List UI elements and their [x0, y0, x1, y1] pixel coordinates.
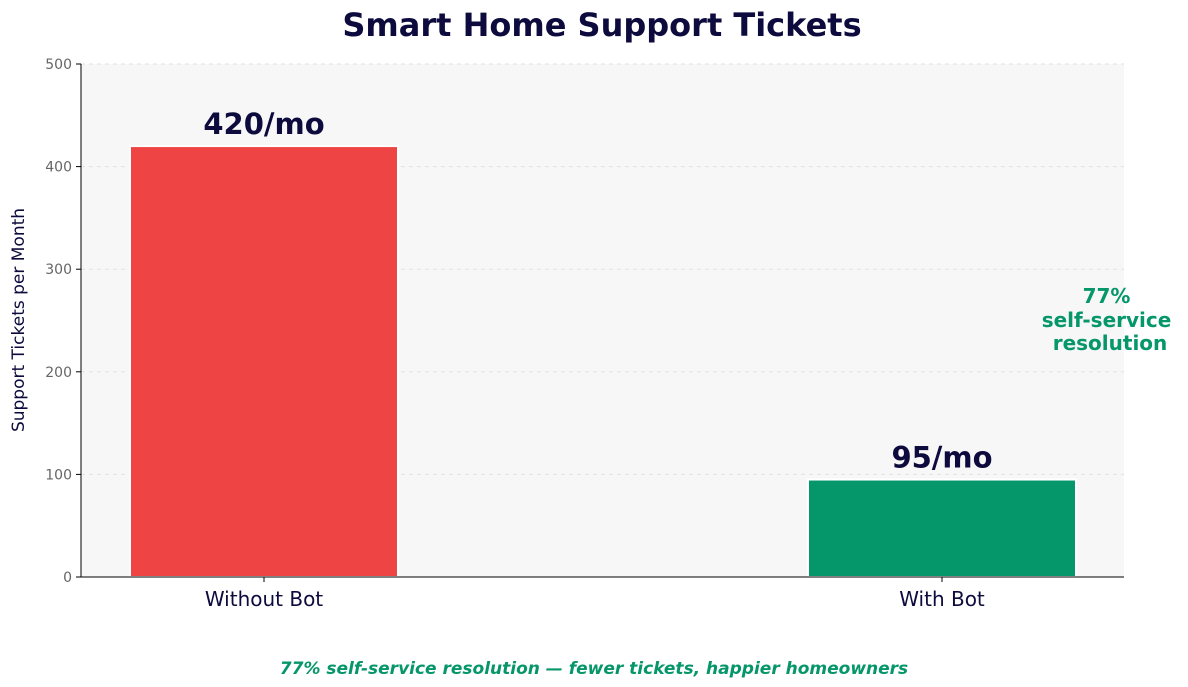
- x-tick-label-without-bot: Without Bot: [205, 587, 323, 611]
- chart-caption: 77% self-service resolution — fewer tick…: [280, 659, 908, 679]
- annotation-line-1: 77%: [1083, 284, 1131, 308]
- y-axis-ticks: 0 100 200 300 400 500: [45, 57, 81, 586]
- bars: 420/mo 95/mo: [129, 107, 1077, 579]
- gridlines: [81, 63, 1124, 475]
- y-tick-label: 0: [63, 570, 72, 586]
- bar-with-bot: [807, 478, 1077, 578]
- annotation-line-2: self-service: [1042, 308, 1172, 332]
- data-label-without-bot: 420/mo: [203, 107, 324, 141]
- y-tick-label: 400: [45, 160, 72, 176]
- annotation-line-3: resolution: [1053, 331, 1168, 355]
- chart-title: Smart Home Support Tickets: [342, 6, 861, 44]
- self-service-annotation: 77% self-service resolution: [1042, 284, 1179, 355]
- y-tick-label: 200: [45, 365, 72, 381]
- y-axis-label: Support Tickets per Month: [9, 208, 29, 432]
- y-tick-label: 500: [45, 57, 72, 73]
- y-tick-label: 300: [45, 262, 72, 278]
- data-label-with-bot: 95/mo: [891, 441, 992, 475]
- y-tick-label: 100: [45, 467, 72, 483]
- bar-without-bot: [129, 145, 399, 579]
- x-tick-label-with-bot: With Bot: [899, 587, 985, 611]
- x-axis-ticks: Without Bot With Bot: [205, 577, 985, 611]
